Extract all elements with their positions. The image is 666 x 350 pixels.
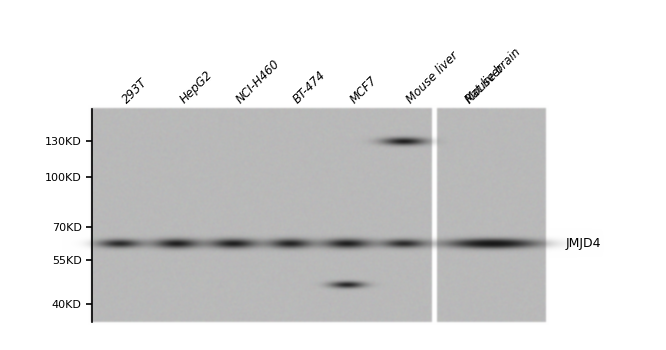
Text: Mouse brain: Mouse brain <box>464 46 523 106</box>
Text: Rat liver: Rat liver <box>464 62 507 106</box>
Text: MCF7: MCF7 <box>348 74 380 106</box>
Text: 293T: 293T <box>121 76 151 106</box>
Text: NCI-H460: NCI-H460 <box>234 57 283 106</box>
Text: JMJD4: JMJD4 <box>566 237 601 250</box>
Text: BT-474: BT-474 <box>290 68 328 106</box>
Text: HepG2: HepG2 <box>177 68 214 106</box>
Text: Mouse liver: Mouse liver <box>404 49 461 106</box>
